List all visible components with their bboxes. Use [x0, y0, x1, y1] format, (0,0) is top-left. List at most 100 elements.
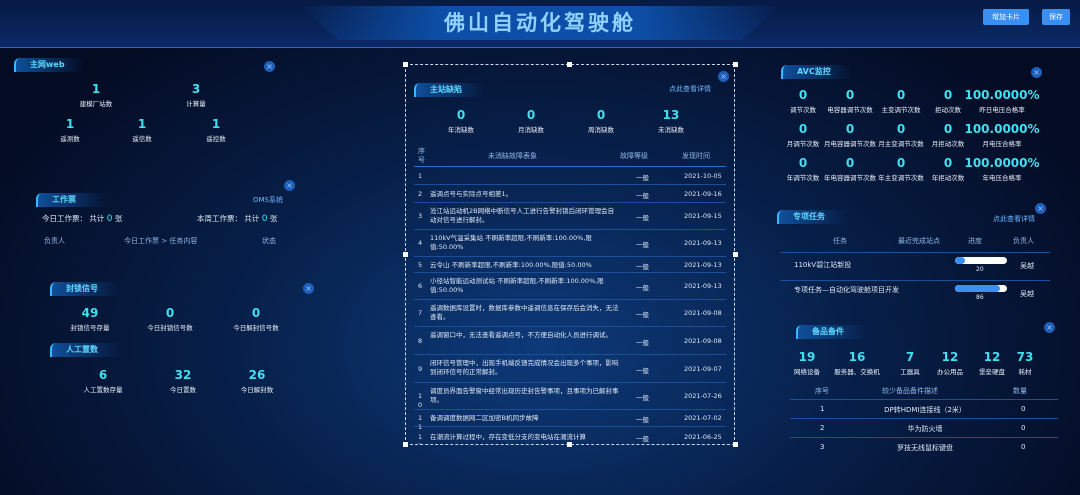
- defect-level: 一般: [636, 173, 649, 182]
- stat-label: 年拒动次数: [931, 174, 965, 182]
- defect-description: 遥调数据库设置时，数据库参数中遥调信息在保存后会消失，无法查看。: [430, 304, 619, 321]
- table-row[interactable]: 10 调度员界面告警窗中经常出现历史封告警事项，且事项为已解封事项。 一般 2021-…: [414, 383, 726, 410]
- defect-level: 一般: [636, 416, 649, 424]
- stat-label: 周消缺数: [588, 126, 614, 134]
- defects-panel: 主站缺陷 点此查看详情 × 0 年消缺数 0 月消缺数 0 周消缺数 13 未消缺数 序号 未…: [405, 64, 735, 445]
- save-button[interactable]: 保存: [1042, 9, 1070, 25]
- table-row[interactable]: 12 在潮流计算过程中，存在变低分支的变电站在潮流计算 一般 2021-06-25: [414, 427, 726, 445]
- progress-bar: [955, 285, 1007, 292]
- stat: 49 封锁信号存量: [50, 306, 130, 332]
- table-row[interactable]: 2 华为防火墙 0: [790, 418, 1058, 437]
- tasks-detail-link[interactable]: 点此查看详情: [993, 215, 1035, 223]
- stat-value: 100.0000%: [964, 156, 1040, 170]
- blocked-signal-label: 封锁信号: [50, 282, 120, 296]
- task-name: 110kV碧江站新投: [794, 261, 852, 269]
- stat-value: 0: [943, 156, 953, 170]
- found-date: 2021-09-08: [684, 336, 722, 345]
- stat: 100.0000% 月电压合格率: [960, 122, 1044, 148]
- found-date: 2021-09-08: [684, 309, 722, 317]
- column-header: 最近完成站点: [898, 237, 940, 245]
- stat: 6 人工置数存量: [63, 368, 143, 394]
- table-row[interactable]: 5 云令山 不刷新率超限,不刷新率:100.00%,限值:50.00% 一般 2021…: [414, 257, 726, 273]
- stat-label: 年电压合格率: [982, 174, 1022, 182]
- stat: 0 年消缺数: [426, 108, 496, 134]
- stat-label: 今日封锁信号数: [147, 324, 193, 332]
- stat: 0 月电容器调节次数: [819, 122, 881, 148]
- column-header: 序号: [418, 147, 425, 164]
- task-row[interactable]: 专项任务—自动化驾驶舱项目开发 86 吴越: [780, 280, 1050, 307]
- table-row[interactable]: 3 罗技无线鼠标键盘 0: [790, 437, 1058, 456]
- column-header: 进度: [968, 237, 982, 245]
- stat-value: 12: [941, 350, 959, 364]
- stat-value: 100.0000%: [964, 88, 1040, 102]
- stat-value: 32: [174, 368, 192, 382]
- stat-label: 建模厂站数: [79, 100, 113, 108]
- column-header: 今日工作票 > 任务内容: [124, 237, 198, 245]
- stat-value: 0: [456, 108, 466, 122]
- close-icon[interactable]: ×: [1031, 67, 1042, 78]
- table-row[interactable]: 7 遥调数据库设置时，数据库参数中遥调信息在保存后会消失，无法查看。 一般 2021-…: [414, 300, 726, 327]
- stat-label: 办公用品: [937, 368, 963, 376]
- table-row[interactable]: 9 闭环信号管理中，出现手机端反馈完成情况会出现多个事项，影响到闭环信号的正常解封…: [414, 355, 726, 383]
- stat-value: 49: [81, 306, 99, 320]
- column-header: 发现时间: [682, 152, 710, 160]
- spare-quantity: 0: [1021, 443, 1026, 451]
- defect-description: 遥调窗口中，无法查看遥调点号，不方便自动化人员进行调试。: [430, 331, 612, 339]
- oms-link[interactable]: OMS系统: [253, 196, 283, 204]
- stat: 0 主变调节次数: [870, 88, 932, 114]
- stat-value: 0: [798, 156, 808, 170]
- stat: 12 堡垒硬盘: [967, 350, 1017, 376]
- table-row[interactable]: 4 110kV气温采集站 不刷新率超限,不刷新率:100.00%,限值:50.00…: [414, 230, 726, 257]
- table-row[interactable]: 3 沧江站远动机2B网络中断信号人工进行告警封锁后闭环管理会自动对信号进行解封。 一…: [414, 203, 726, 230]
- stat-value: 1: [137, 117, 147, 131]
- stat-label: 月电压合格率: [982, 140, 1022, 148]
- work-ticket-label: 工作票: [36, 193, 106, 207]
- today-ticket: 今日工作票： 共计 0 张: [42, 214, 123, 224]
- defects-detail-link[interactable]: 点此查看详情: [669, 85, 711, 93]
- column-header: 状态: [262, 237, 276, 245]
- column-header: 较少备品备件描述: [882, 387, 938, 395]
- row-number: 9: [418, 364, 423, 373]
- stat-label: 今日解封数: [240, 386, 274, 394]
- close-icon[interactable]: ×: [1035, 203, 1046, 214]
- defect-description: 闭环信号管理中，出现手机端反馈完成情况会出现多个事项，影响到闭环信号的正常解封。: [430, 359, 619, 376]
- table-row[interactable]: 8 遥调窗口中，无法查看遥调点号，不方便自动化人员进行调试。 一般 2021-09-0…: [414, 327, 726, 355]
- stat-value: 1: [91, 82, 101, 96]
- progress-bar: [955, 257, 1007, 264]
- close-icon[interactable]: ×: [284, 180, 295, 191]
- close-icon[interactable]: ×: [303, 283, 314, 294]
- spare-description: DP转HDMI连接线（2米）: [884, 406, 966, 414]
- stat-label: 网络设备: [794, 368, 820, 376]
- defect-level: 一般: [636, 366, 649, 375]
- stat-value: 0: [845, 122, 855, 136]
- table-row[interactable]: 1 一般 2021-10-05: [414, 167, 726, 185]
- column-header: 任务: [833, 237, 847, 245]
- stat: 1 建模厂站数: [56, 82, 136, 108]
- add-card-button[interactable]: 增加卡片: [983, 9, 1029, 25]
- stat: 100.0000% 昨日电压合格率: [960, 88, 1044, 114]
- defect-level: 一般: [636, 311, 649, 319]
- avc-label: AVC监控: [781, 65, 851, 79]
- stat: 0 拒动次数: [917, 88, 979, 114]
- table-row[interactable]: 6 小径站智能远动测试站 不刷新率超限,不刷新率:100.00%,限值:50.00…: [414, 273, 726, 300]
- stat-label: 月主变调节次数: [878, 140, 924, 148]
- row-number: 3: [418, 212, 423, 220]
- close-icon[interactable]: ×: [718, 71, 729, 82]
- stat-label: 主变调节次数: [881, 106, 921, 114]
- table-row[interactable]: 1 DP转HDMI连接线（2米） 0: [790, 399, 1058, 418]
- row-number: 11: [418, 414, 423, 431]
- close-icon[interactable]: ×: [1044, 322, 1055, 333]
- table-row[interactable]: 2 遥调点号与实际点号相差1。 一般 2021-09-16: [414, 185, 726, 203]
- table-row[interactable]: 11 备调调度数据网二区加密B机同步故障 一般 2021-07-02: [414, 410, 726, 431]
- stat-value: 0: [251, 306, 261, 320]
- tasks-label: 专项任务: [777, 210, 847, 224]
- task-row[interactable]: 110kV碧江站新投 20 吴越: [780, 252, 1050, 279]
- stat: 0 今日封锁信号数: [130, 306, 210, 332]
- close-icon[interactable]: ×: [264, 61, 275, 72]
- stat-label: 未消缺数: [658, 126, 684, 134]
- found-date: 2021-09-15: [684, 212, 722, 220]
- stat-label: 人工置数存量: [83, 386, 123, 394]
- stat: 0 今日解封信号数: [216, 306, 296, 332]
- stat-label: 年主变调节次数: [878, 174, 924, 182]
- stat-label: 遥测数: [60, 135, 80, 143]
